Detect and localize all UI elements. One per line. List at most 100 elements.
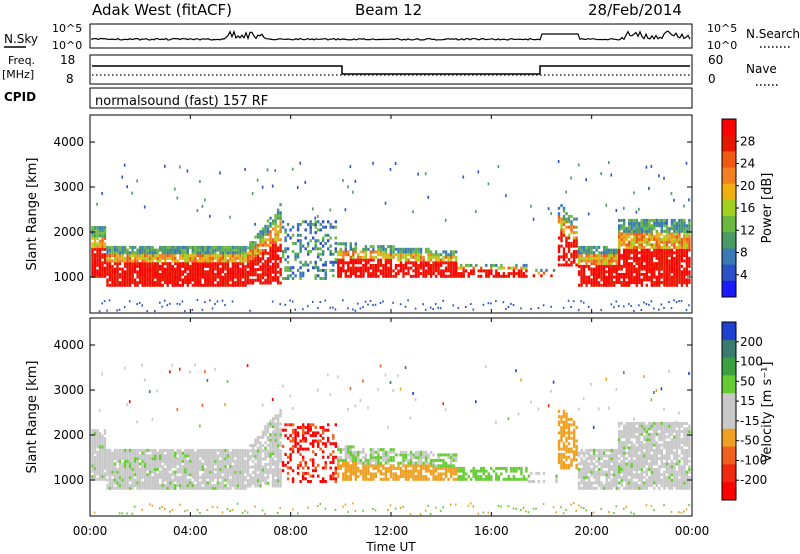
heatmap-cell [154, 248, 157, 252]
heatmap-cell [128, 462, 132, 466]
heatmap-cell [151, 272, 154, 276]
heatmap-cell [655, 281, 658, 285]
heatmap-cell [276, 462, 280, 466]
heatmap-cell [279, 481, 282, 485]
heatmap-cell [362, 255, 365, 259]
heatmap-cell [653, 243, 656, 247]
heatmap-cell [174, 470, 177, 474]
heatmap-cell [108, 465, 112, 469]
heatmap-cell [570, 241, 573, 245]
heatmap-cell [555, 511, 557, 514]
heatmap-cell [111, 283, 114, 287]
colorbar-segment [722, 280, 736, 298]
heatmap-cell [176, 457, 179, 461]
heatmap-cell [286, 247, 290, 251]
heatmap-cell [211, 459, 215, 463]
heatmap-cell [592, 283, 596, 287]
heatmap-cell [530, 400, 532, 404]
heatmap-cell [91, 477, 94, 481]
heatmap-cell [211, 454, 215, 458]
heatmap-cell [367, 269, 370, 273]
heatmap-cell [251, 452, 255, 456]
heatmap-cell [184, 462, 187, 466]
heatmap-cell [354, 464, 357, 468]
heatmap-cell [532, 217, 535, 221]
heatmap-cell [138, 473, 142, 477]
heatmap-cell [164, 281, 167, 285]
heatmap-cell [623, 227, 626, 231]
heatmap-cell [334, 442, 337, 446]
heatmap-cell [362, 475, 365, 479]
heatmap-cell [151, 262, 154, 266]
heatmap-cell [169, 481, 172, 485]
heatmap-cell [269, 449, 272, 453]
heatmap-cell [417, 263, 420, 267]
heatmap-cell [176, 475, 179, 479]
heatmap-cell [138, 264, 142, 268]
heatmap-cell [392, 274, 395, 278]
heatmap-cell [156, 259, 159, 263]
heatmap-cell [279, 259, 282, 263]
heatmap-cell [164, 507, 166, 510]
heatmap-cell [234, 486, 237, 490]
heatmap-cell [402, 469, 405, 473]
heatmap-cell [337, 466, 340, 470]
heatmap-cell [648, 256, 651, 260]
heatmap-cell [442, 255, 445, 259]
heatmap-cell [342, 475, 345, 479]
heatmap-cell [196, 281, 199, 285]
heatmap-cell [515, 266, 518, 270]
heatmap-cell [206, 484, 209, 488]
heatmap-cell [392, 255, 395, 259]
heatmap-cell [154, 457, 157, 461]
heatmap-cell [452, 272, 455, 276]
heatmap-cell [369, 245, 373, 249]
heatmap-cell [143, 251, 147, 255]
heatmap-cell [663, 267, 666, 271]
heatmap-cell [169, 510, 171, 513]
heatmap-cell [244, 278, 247, 282]
heatmap-cell [103, 236, 107, 240]
heatmap-cell [562, 466, 566, 470]
heatmap-cell [359, 307, 362, 310]
heatmap-cell [577, 283, 581, 287]
heatmap-cell [653, 270, 656, 274]
heatmap-cell [640, 264, 643, 268]
heatmap-cell [264, 512, 266, 515]
heatmap-cell [166, 270, 169, 274]
freq-label-line2: [MHz] [2, 68, 34, 81]
heatmap-cell [231, 275, 235, 279]
heatmap-cell [500, 466, 503, 470]
heatmap-cell [399, 475, 403, 479]
heatmap-cell [236, 245, 240, 249]
heatmap-cell [181, 478, 184, 482]
heatmap-cell [239, 448, 242, 452]
heatmap-cell [101, 475, 104, 479]
heatmap-cell [575, 250, 578, 253]
heatmap-cell [457, 274, 460, 278]
heatmap-cell [131, 459, 134, 463]
heatmap-cell [123, 366, 126, 370]
heatmap-cell [264, 481, 267, 485]
heatmap-cell [101, 234, 104, 238]
heatmap-cell [211, 270, 215, 274]
heatmap-cell [472, 466, 475, 470]
heatmap-cell [665, 224, 669, 228]
heatmap-cell [164, 484, 167, 488]
heatmap-cell [269, 444, 272, 447]
heatmap-cell [204, 262, 207, 266]
heatmap-cell [332, 306, 334, 309]
heatmap-cell [274, 422, 277, 426]
heatmap-cell [372, 269, 375, 273]
heatmap-cell [131, 481, 134, 485]
heatmap-cell [138, 278, 142, 282]
heatmap-cell [256, 473, 260, 477]
heatmap-cell [166, 267, 169, 271]
heatmap-cell [309, 220, 312, 224]
heatmap-cell [615, 251, 618, 255]
heatmap-cell [186, 465, 189, 469]
heatmap-cell [675, 235, 679, 239]
heatmap-cell [434, 274, 438, 278]
heatmap-cell [259, 232, 262, 236]
heatmap-cell [329, 208, 332, 212]
